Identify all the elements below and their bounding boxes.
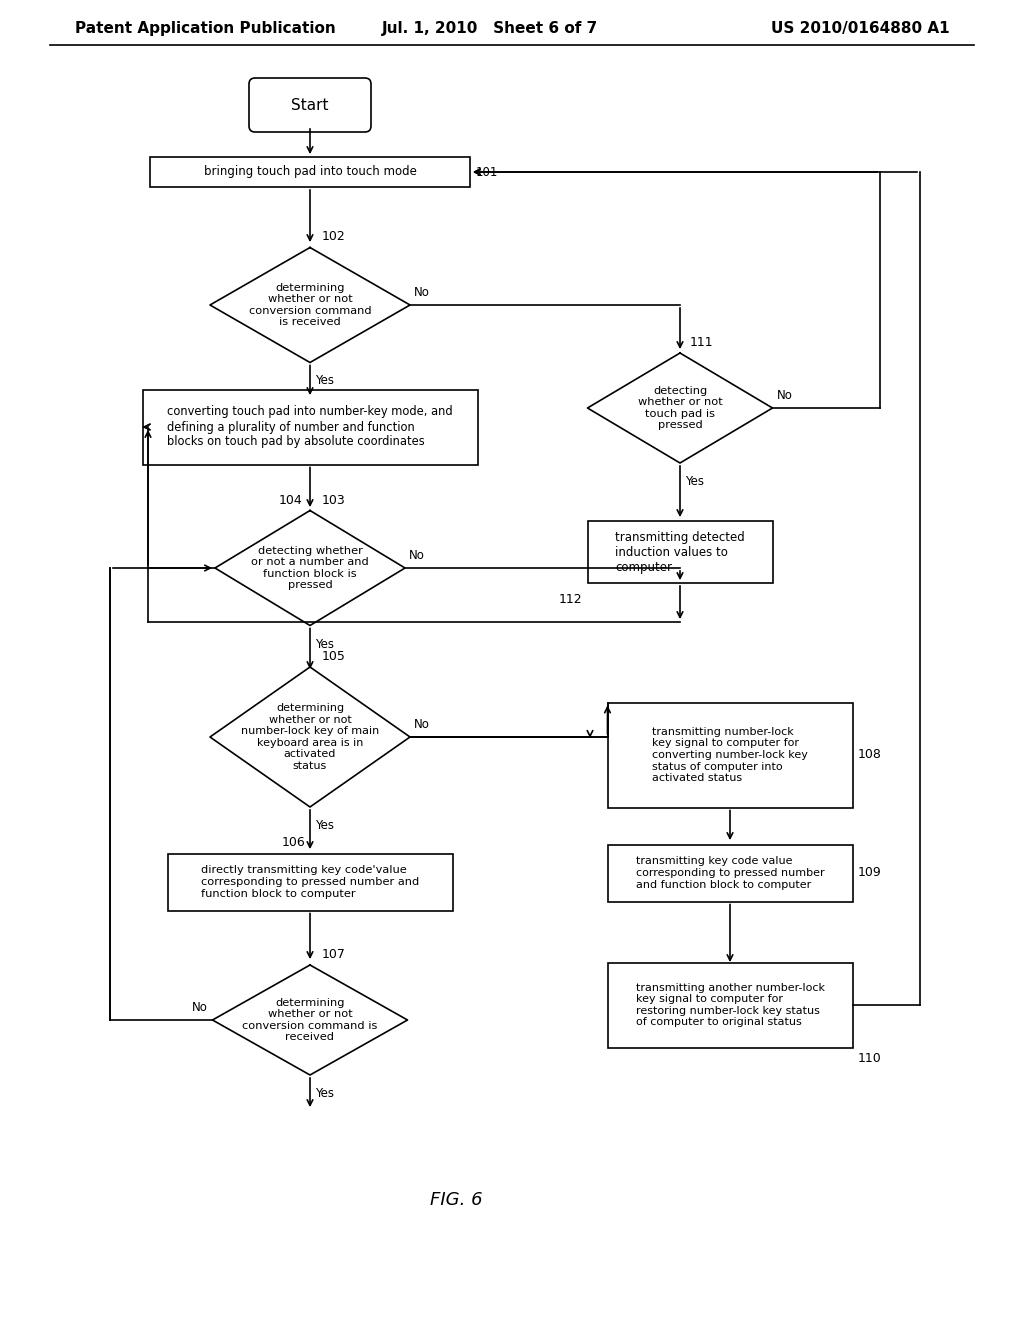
Text: bringing touch pad into touch mode: bringing touch pad into touch mode [204, 165, 417, 178]
Text: determining
whether or not
conversion command is
received: determining whether or not conversion co… [243, 998, 378, 1043]
Text: transmitting detected
induction values to
computer: transmitting detected induction values t… [615, 531, 744, 573]
Text: directly transmitting key code'value
corresponding to pressed number and
functio: directly transmitting key code'value cor… [201, 866, 419, 899]
Text: 102: 102 [322, 231, 346, 243]
Text: No: No [414, 718, 430, 731]
Text: Yes: Yes [315, 1086, 334, 1100]
Text: transmitting key code value
corresponding to pressed number
and function block t: transmitting key code value correspondin… [636, 857, 824, 890]
Text: converting touch pad into number-key mode, and
defining a plurality of number an: converting touch pad into number-key mod… [167, 405, 453, 449]
Text: Patent Application Publication: Patent Application Publication [75, 21, 336, 36]
Bar [168, 854, 453, 911]
Text: 106: 106 [282, 837, 305, 850]
Text: 111: 111 [690, 337, 714, 348]
Text: No: No [191, 1001, 208, 1014]
Text: transmitting another number-lock
key signal to computer for
restoring number-loc: transmitting another number-lock key sig… [636, 982, 824, 1027]
Text: transmitting number-lock
key signal to computer for
converting number-lock key
s: transmitting number-lock key signal to c… [652, 727, 808, 783]
Text: Yes: Yes [315, 818, 334, 832]
Text: 107: 107 [322, 948, 346, 961]
Bar [607, 962, 853, 1048]
Text: 101: 101 [476, 165, 499, 178]
Text: 112: 112 [559, 593, 583, 606]
Text: 105: 105 [322, 649, 346, 663]
Text: detecting whether
or not a number and
function block is
pressed: detecting whether or not a number and fu… [251, 545, 369, 590]
Text: 103: 103 [322, 494, 346, 507]
Text: Yes: Yes [315, 638, 334, 651]
Text: Start: Start [291, 98, 329, 112]
Bar [142, 389, 477, 465]
Text: 104: 104 [279, 494, 302, 507]
Text: Yes: Yes [315, 375, 334, 388]
Text: determining
whether or not
number-lock key of main
keyboard area is in
activated: determining whether or not number-lock k… [241, 704, 379, 771]
Text: No: No [414, 286, 430, 300]
Text: 108: 108 [857, 748, 882, 762]
Text: 109: 109 [857, 866, 882, 879]
Bar [150, 157, 470, 187]
Bar [607, 845, 853, 902]
Text: FIG. 6: FIG. 6 [430, 1191, 482, 1209]
Text: No: No [409, 549, 425, 562]
Text: Jul. 1, 2010   Sheet 6 of 7: Jul. 1, 2010 Sheet 6 of 7 [382, 21, 598, 36]
Bar [588, 521, 772, 583]
Text: 110: 110 [857, 1052, 882, 1065]
Text: US 2010/0164880 A1: US 2010/0164880 A1 [771, 21, 950, 36]
Text: No: No [776, 389, 793, 403]
Text: determining
whether or not
conversion command
is received: determining whether or not conversion co… [249, 282, 372, 327]
Text: Yes: Yes [685, 475, 705, 488]
Text: detecting
whether or not
touch pad is
pressed: detecting whether or not touch pad is pr… [638, 385, 722, 430]
Bar [607, 702, 853, 808]
